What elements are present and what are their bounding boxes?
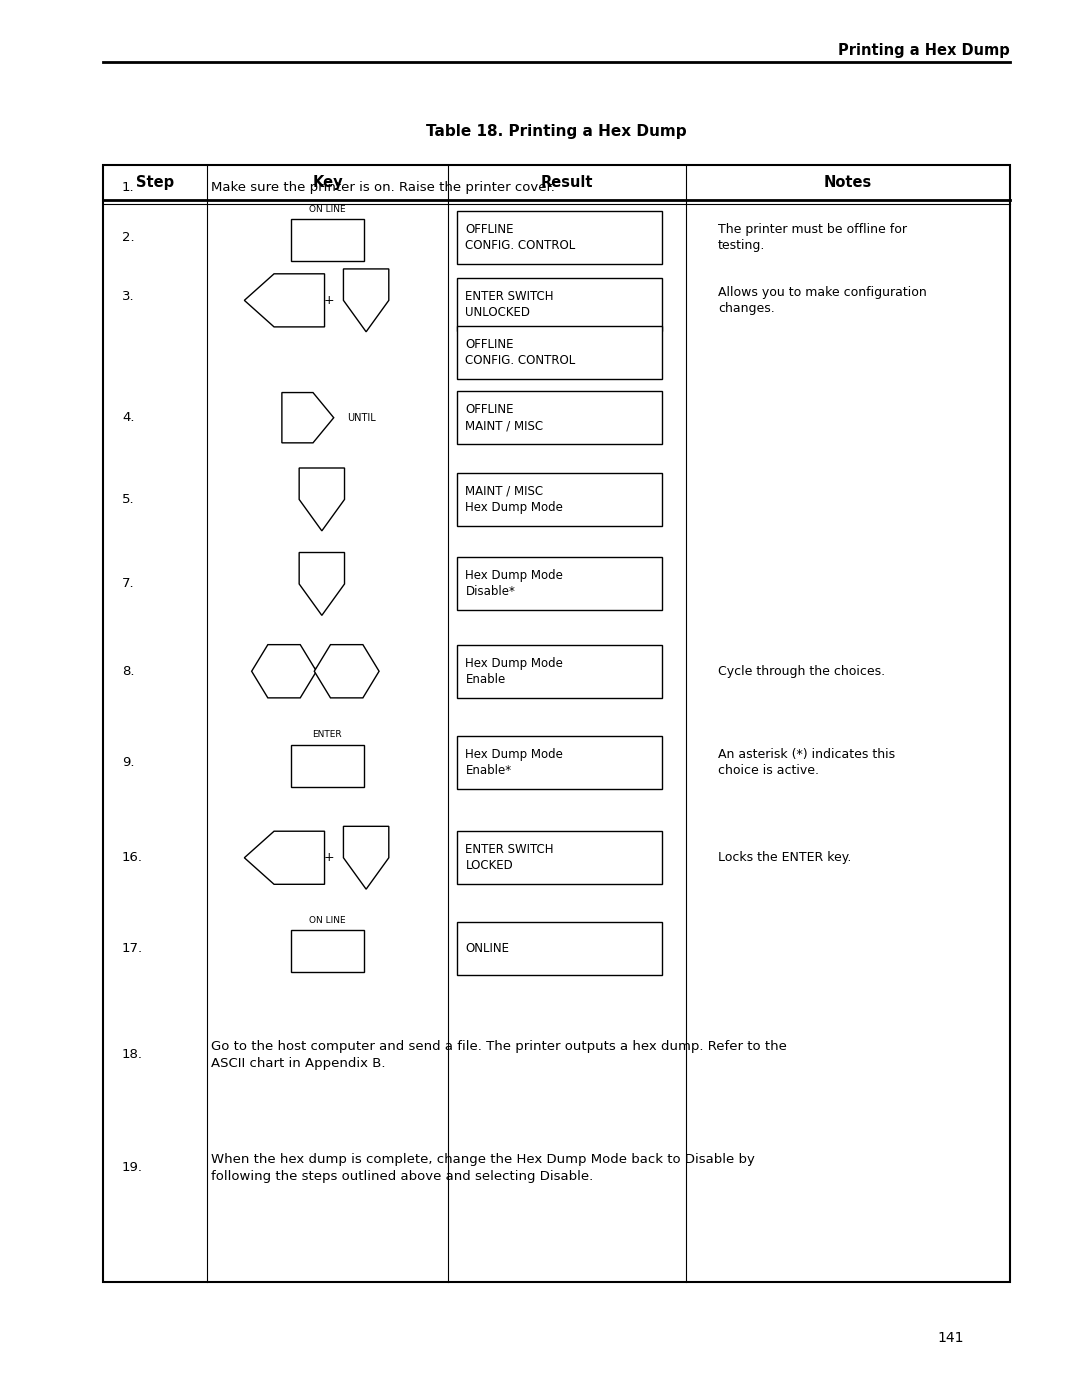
Text: Hex Dump Mode
Disable*: Hex Dump Mode Disable* <box>465 570 564 598</box>
Text: Step: Step <box>136 175 174 190</box>
Polygon shape <box>282 393 334 443</box>
Bar <box>457 472 662 525</box>
Text: MAINT / MISC
Hex Dump Mode: MAINT / MISC Hex Dump Mode <box>465 485 564 514</box>
Polygon shape <box>299 552 345 615</box>
Text: 4.: 4. <box>122 411 135 425</box>
Bar <box>457 644 662 697</box>
Text: The printer must be offline for
testing.: The printer must be offline for testing. <box>718 224 907 251</box>
Text: 19.: 19. <box>122 1161 143 1175</box>
Polygon shape <box>244 831 325 884</box>
Bar <box>103 165 1010 1282</box>
Bar <box>457 391 662 444</box>
Text: 9.: 9. <box>122 756 135 770</box>
Bar <box>457 922 662 975</box>
Text: Table 18. Printing a Hex Dump: Table 18. Printing a Hex Dump <box>426 124 687 138</box>
Text: OFFLINE
CONFIG. CONTROL: OFFLINE CONFIG. CONTROL <box>465 224 576 251</box>
Bar <box>457 278 662 331</box>
Polygon shape <box>244 274 325 327</box>
Bar <box>457 736 662 789</box>
Bar <box>291 930 364 972</box>
Text: Make sure the printer is on. Raise the printer cover.: Make sure the printer is on. Raise the p… <box>211 180 554 194</box>
Text: 141: 141 <box>937 1331 963 1345</box>
Text: +: + <box>324 293 335 307</box>
Text: ON LINE: ON LINE <box>309 205 346 214</box>
Polygon shape <box>343 826 389 890</box>
Text: OR: OR <box>310 666 323 676</box>
Text: 16.: 16. <box>122 851 143 865</box>
Text: 1.: 1. <box>122 180 135 194</box>
Text: ENTER SWITCH
LOCKED: ENTER SWITCH LOCKED <box>465 844 554 872</box>
Text: Notes: Notes <box>824 175 872 190</box>
Text: An asterisk (*) indicates this
choice is active.: An asterisk (*) indicates this choice is… <box>718 749 895 777</box>
Text: Cycle through the choices.: Cycle through the choices. <box>718 665 886 678</box>
Text: UNTIL: UNTIL <box>347 412 376 423</box>
Text: Allows you to make configuration
changes.: Allows you to make configuration changes… <box>718 286 927 314</box>
Text: ON LINE: ON LINE <box>309 916 346 925</box>
Text: Hex Dump Mode
Enable: Hex Dump Mode Enable <box>465 657 564 686</box>
Text: Printing a Hex Dump: Printing a Hex Dump <box>838 43 1010 59</box>
Text: +: + <box>324 851 335 865</box>
Bar <box>457 557 662 610</box>
Bar <box>457 211 662 264</box>
Text: ONLINE: ONLINE <box>465 942 510 956</box>
Text: ENTER: ENTER <box>312 731 342 739</box>
Text: Key: Key <box>312 175 343 190</box>
Text: Result: Result <box>541 175 593 190</box>
Bar <box>457 831 662 884</box>
Bar <box>457 326 662 379</box>
Text: ENTER SWITCH
UNLOCKED: ENTER SWITCH UNLOCKED <box>465 291 554 319</box>
Bar <box>291 219 364 261</box>
Text: 18.: 18. <box>122 1048 143 1062</box>
Polygon shape <box>343 268 389 331</box>
Polygon shape <box>314 644 379 698</box>
Text: Hex Dump Mode
Enable*: Hex Dump Mode Enable* <box>465 749 564 777</box>
Text: OFFLINE
CONFIG. CONTROL: OFFLINE CONFIG. CONTROL <box>465 338 576 366</box>
Text: 17.: 17. <box>122 942 144 956</box>
Text: 2.: 2. <box>122 231 135 244</box>
Text: 8.: 8. <box>122 665 135 678</box>
Text: OFFLINE
MAINT / MISC: OFFLINE MAINT / MISC <box>465 404 543 432</box>
Text: 3.: 3. <box>122 289 135 303</box>
Text: Go to the host computer and send a file. The printer outputs a hex dump. Refer t: Go to the host computer and send a file.… <box>211 1039 786 1070</box>
Bar <box>291 745 364 787</box>
Text: When the hex dump is complete, change the Hex Dump Mode back to Disable by
follo: When the hex dump is complete, change th… <box>211 1153 755 1183</box>
Text: 7.: 7. <box>122 577 135 591</box>
Text: Locks the ENTER key.: Locks the ENTER key. <box>718 851 851 865</box>
Polygon shape <box>299 468 345 531</box>
Text: 5.: 5. <box>122 493 135 506</box>
Polygon shape <box>252 644 316 698</box>
